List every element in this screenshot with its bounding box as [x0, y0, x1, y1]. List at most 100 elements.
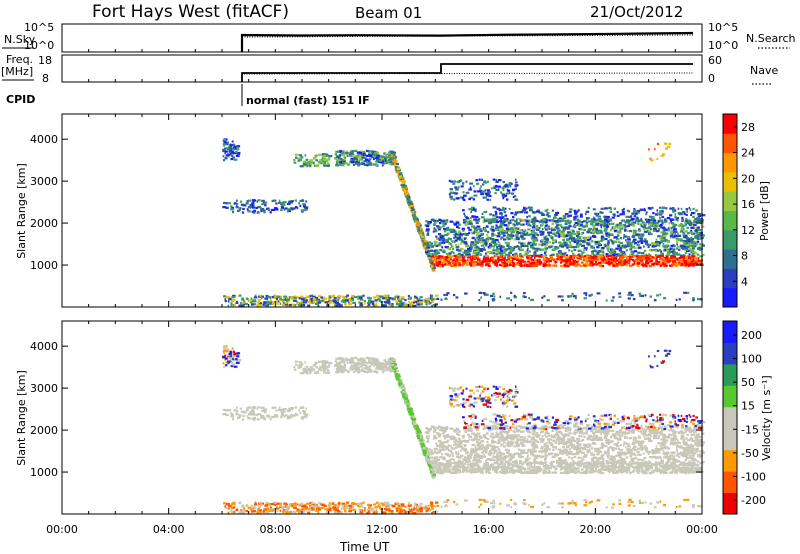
- power-cell: [623, 263, 626, 266]
- power-cell: [673, 223, 678, 227]
- power-cell: [315, 159, 318, 162]
- power-cell: [527, 228, 531, 231]
- power-cell: [501, 227, 504, 230]
- power-cell: [416, 301, 418, 304]
- power-cell: [433, 227, 435, 230]
- power-cell: [468, 188, 473, 191]
- power-cell: [647, 226, 650, 229]
- power-cell: [500, 214, 503, 217]
- power-cell: [491, 234, 495, 237]
- power-cell: [600, 220, 605, 223]
- power-cell: [690, 213, 693, 216]
- power-cell: [520, 258, 522, 261]
- power-cell: [578, 253, 582, 256]
- power-cell: [431, 296, 433, 299]
- power-cell: [375, 160, 379, 163]
- velocity-cell: [304, 361, 307, 364]
- power-cell: [663, 220, 666, 224]
- power-cell: [662, 228, 665, 232]
- power-cell: [581, 244, 585, 247]
- power-cell: [678, 212, 682, 216]
- power-cell: [601, 236, 605, 240]
- power-cell: [426, 242, 429, 245]
- power-cell: [470, 264, 473, 267]
- power-cell: [497, 185, 501, 188]
- power-cell: [412, 214, 417, 217]
- power-cell: [587, 206, 590, 209]
- power-cell: [484, 260, 488, 264]
- power-cell: [542, 264, 546, 268]
- power-cell: [698, 214, 702, 217]
- power-cell: [671, 227, 673, 230]
- power-cell: [523, 244, 526, 248]
- power-cell: [492, 217, 497, 220]
- power-cell: [577, 209, 580, 212]
- velocity-cell: [383, 365, 386, 368]
- power-cell: [252, 211, 256, 214]
- power-cell: [699, 243, 702, 246]
- power-cell: [672, 236, 676, 239]
- power-cell: [485, 237, 489, 240]
- power-cell: [474, 231, 478, 234]
- power-cell: [692, 264, 695, 267]
- power-cell: [464, 255, 467, 258]
- power-cell: [438, 226, 442, 229]
- power-cell: [480, 178, 484, 181]
- velocity-cell: [323, 371, 327, 374]
- power-cell: [528, 265, 531, 268]
- power-cell: [265, 294, 269, 298]
- velocity-cell: [404, 399, 407, 402]
- power-cell: [429, 222, 432, 225]
- power-cell: [659, 223, 663, 227]
- power-cell: [509, 249, 514, 253]
- power-cell: [357, 159, 360, 163]
- power-cell: [282, 201, 287, 204]
- power-cell: [551, 253, 555, 256]
- power-cell: [646, 260, 650, 263]
- power-cell: [300, 209, 305, 212]
- power-cell: [285, 299, 289, 302]
- velocity-cell: [309, 372, 312, 375]
- power-cell: [264, 204, 267, 207]
- power-cell: [642, 264, 644, 267]
- power-cell: [419, 299, 423, 302]
- power-cell: [596, 218, 600, 222]
- power-cell: [685, 241, 688, 245]
- power-cell: [500, 254, 504, 257]
- power-cell: [574, 225, 577, 228]
- power-cell: [247, 210, 251, 213]
- power-cell: [494, 228, 499, 231]
- power-cell: [472, 252, 475, 255]
- power-cell: [357, 295, 361, 298]
- power-cell: [617, 231, 621, 234]
- power-cell: [274, 296, 277, 300]
- power-cell: [495, 212, 498, 215]
- power-cell: [431, 304, 433, 308]
- power-cell: [445, 297, 447, 300]
- power-cell: [254, 199, 257, 202]
- power-cell: [484, 219, 488, 222]
- power-cell: [242, 207, 245, 211]
- power-cell: [224, 150, 228, 153]
- power-cell: [515, 236, 519, 239]
- power-cell: [679, 239, 683, 242]
- power-cell: [609, 261, 613, 265]
- power-cell: [528, 255, 532, 259]
- power-cell: [591, 256, 595, 259]
- power-cell: [691, 259, 694, 262]
- power-cell: [230, 157, 234, 161]
- y-tick-label: 2000: [30, 217, 58, 230]
- y-tick-label: 4000: [30, 133, 58, 146]
- power-cell: [486, 180, 489, 183]
- power-cell: [683, 241, 686, 244]
- power-cell: [558, 229, 560, 232]
- power-cell: [238, 208, 242, 211]
- power-cell: [587, 229, 590, 232]
- power-cell: [561, 259, 565, 262]
- power-cell: [671, 231, 674, 234]
- power-cell: [482, 248, 486, 251]
- velocity-cell: [346, 361, 349, 364]
- velocity-cell: [293, 365, 296, 369]
- power-cell: [410, 204, 414, 207]
- power-cell: [659, 248, 662, 252]
